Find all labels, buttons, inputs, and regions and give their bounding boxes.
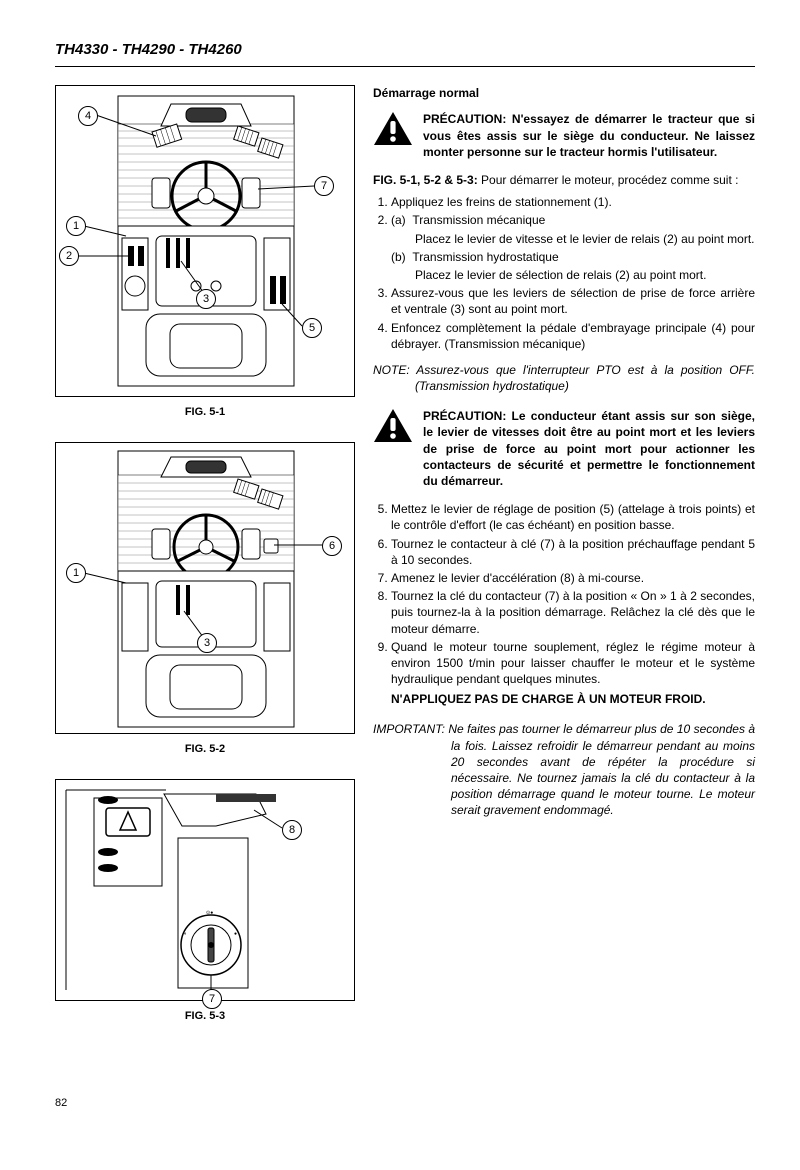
callout-3b: 3 xyxy=(197,633,217,653)
page-header: TH4330 - TH4290 - TH4260 xyxy=(55,40,755,67)
fig-5-2-caption: FIG. 5-2 xyxy=(55,742,355,757)
important-note: IMPORTANT: Ne faites pas tourner le déma… xyxy=(373,721,755,818)
steps-1-4: Appliquez les freins de stationnement (1… xyxy=(373,194,755,352)
svg-text:⊙●: ⊙● xyxy=(206,910,213,916)
figure-5-3: ⊙● ◐ ● 8 7 xyxy=(55,779,355,1001)
precaution-2-text: PRÉCAUTION: Le conducteur étant assis su… xyxy=(423,408,755,489)
fig-reference: FIG. 5-1, 5-2 & 5-3: Pour démarrer le mo… xyxy=(373,172,755,188)
warning-icon xyxy=(373,408,413,444)
fig-ref-text: Pour démarrer le moteur, procédez comme … xyxy=(478,173,739,187)
warning-icon xyxy=(373,111,413,147)
ignition-diagram: ⊙● ◐ ● xyxy=(56,780,356,1000)
figure-5-2: 6 1 3 xyxy=(55,442,355,734)
tractor-diagram-2 xyxy=(56,443,356,733)
step-2b: (b) Transmission hydrostatique xyxy=(391,249,755,265)
callout-1b: 1 xyxy=(66,563,86,583)
callout-8: 8 xyxy=(282,820,302,840)
precaution-1-text: PRÉCAUTION: N'essayez de démarrer le tra… xyxy=(423,111,755,160)
fig-5-1-caption: FIG. 5-1 xyxy=(55,405,355,420)
svg-text:●: ● xyxy=(234,931,237,937)
precaution-2: PRÉCAUTION: Le conducteur étant assis su… xyxy=(373,408,755,489)
figures-column: 4 7 1 2 3 5 FIG. 5-1 xyxy=(55,85,355,1046)
fig-ref-bold: FIG. 5-1, 5-2 & 5-3: xyxy=(373,173,478,187)
figure-5-1: 4 7 1 2 3 5 xyxy=(55,85,355,397)
no-load-warning: N'APPLIQUEZ PAS DE CHARGE À UN MOTEUR FR… xyxy=(391,691,755,707)
callout-6: 6 xyxy=(322,536,342,556)
step-1: Appliquez les freins de stationnement (1… xyxy=(391,194,755,210)
tractor-diagram-1 xyxy=(56,86,356,396)
step-3: Assurez-vous que les leviers de sélectio… xyxy=(391,285,755,317)
step-2a: (a) Transmission mécanique xyxy=(391,212,755,228)
section-title: Démarrage normal xyxy=(373,85,755,101)
step-2a-body: Placez le levier de vitesse et le levier… xyxy=(391,231,755,247)
step-5: Mettez le levier de réglage de position … xyxy=(391,501,755,533)
text-column: Démarrage normal PRÉCAUTION: N'essayez d… xyxy=(373,85,755,1046)
step-4: Enfoncez complètement la pédale d'embray… xyxy=(391,320,755,352)
steps-5-9: Mettez le levier de réglage de position … xyxy=(373,501,755,707)
step-2: (a) Transmission mécanique Placez le lev… xyxy=(391,212,755,283)
content: 4 7 1 2 3 5 FIG. 5-1 xyxy=(55,85,755,1046)
step-8: Tournez la clé du contacteur (7) à la po… xyxy=(391,588,755,637)
step-6: Tournez le contacteur à clé (7) à la pos… xyxy=(391,536,755,568)
step-9: Quand le moteur tourne souplement, régle… xyxy=(391,639,755,708)
svg-text:◐: ◐ xyxy=(184,931,187,937)
page-number: 82 xyxy=(55,1096,755,1111)
precaution-1: PRÉCAUTION: N'essayez de démarrer le tra… xyxy=(373,111,755,160)
note-pto: NOTE: Assurez-vous que l'interrupteur PT… xyxy=(373,362,755,394)
callout-7b: 7 xyxy=(202,989,222,1009)
step-7: Amenez le levier d'accélération (8) à mi… xyxy=(391,570,755,586)
fig-5-3-caption: FIG. 5-3 xyxy=(55,1009,355,1024)
step-2b-body: Placez le levier de sélection de relais … xyxy=(391,267,755,283)
